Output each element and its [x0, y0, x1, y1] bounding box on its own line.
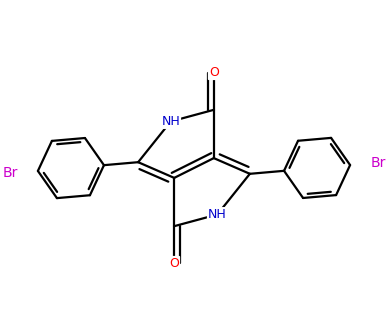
Text: Br: Br: [371, 156, 386, 170]
Text: O: O: [209, 66, 219, 79]
Text: O: O: [169, 257, 179, 270]
Text: Br: Br: [2, 166, 17, 180]
Text: NH: NH: [208, 208, 227, 221]
Text: NH: NH: [161, 115, 180, 128]
